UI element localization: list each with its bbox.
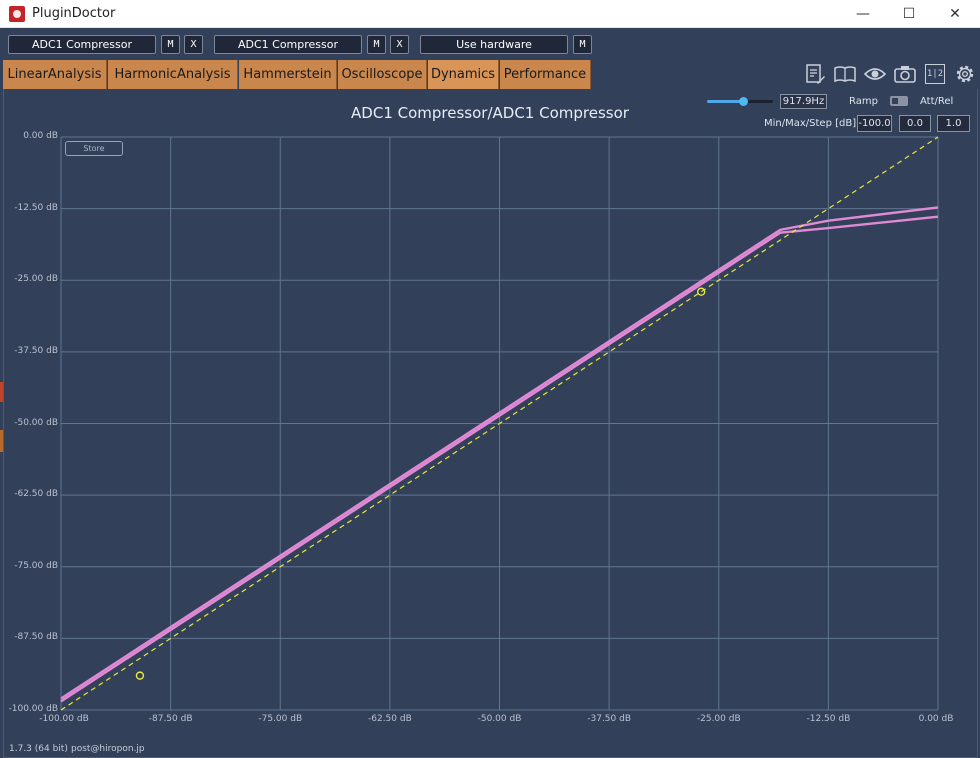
plugin-slot-2-select[interactable]: ADC1 Compressor: [214, 35, 362, 54]
step-input[interactable]: 1.0: [937, 115, 970, 132]
close-icon: ✕: [949, 6, 961, 22]
title-bar: PluginDoctor — ☐ ✕: [0, 0, 980, 28]
frequency-readout[interactable]: 917.9Hz: [780, 94, 827, 109]
hardware-slot-mute-button[interactable]: M: [573, 35, 592, 54]
background-window-edge: [0, 382, 3, 402]
frequency-slider-knob[interactable]: [739, 97, 749, 106]
tab-oscilloscope[interactable]: Oscilloscope: [338, 60, 427, 89]
x-tick-label: -12.50 dB: [806, 714, 851, 724]
minimize-button[interactable]: —: [840, 0, 886, 28]
plugin-slot-2-mute-button[interactable]: M: [367, 35, 386, 54]
frequency-slider-fill: [707, 100, 744, 103]
plugin-slot-2-remove-button[interactable]: X: [390, 35, 409, 54]
x-tick-label: -87.50 dB: [148, 714, 193, 724]
split-1-2-icon[interactable]: 1|2: [923, 62, 947, 86]
plugin-slot-1-mute-button[interactable]: M: [161, 35, 180, 54]
min-max-step-label: Min/Max/Step [dB]:: [764, 118, 860, 129]
dynamics-panel: [3, 89, 978, 758]
x-tick-label: -37.50 dB: [587, 714, 632, 724]
close-button[interactable]: ✕: [932, 0, 978, 28]
max-input[interactable]: 0.0: [899, 115, 931, 132]
eye-icon[interactable]: [863, 62, 887, 86]
tab-hammerstein[interactable]: Hammerstein: [239, 60, 337, 89]
gear-icon[interactable]: [953, 62, 977, 86]
x-tick-label: -25.00 dB: [696, 714, 741, 724]
chart-title: ADC1 Compressor/ADC1 Compressor: [351, 104, 629, 122]
minimize-icon: —: [856, 6, 870, 22]
store-button[interactable]: Store: [65, 141, 123, 156]
maximize-button[interactable]: ☐: [886, 0, 932, 28]
y-tick-label: -62.50 dB: [14, 489, 58, 500]
y-tick-label: 0.00 dB: [23, 131, 58, 141]
version-label: 1.7.3 (64 bit): [9, 744, 68, 754]
camera-icon[interactable]: [893, 62, 917, 86]
tab-linear-analysis[interactable]: LinearAnalysis: [3, 60, 107, 89]
tab-performance[interactable]: Performance: [500, 60, 591, 89]
y-tick-label: -37.50 dB: [14, 345, 58, 356]
y-tick-label: -25.00 dB: [14, 274, 58, 285]
y-tick-label: -12.50 dB: [14, 202, 58, 213]
background-window-edge-2: [0, 430, 3, 452]
att-rel-label: Att/Rel: [920, 96, 954, 107]
tab-dynamics[interactable]: Dynamics: [428, 60, 499, 89]
app-icon: [9, 6, 25, 22]
hardware-slot-select[interactable]: Use hardware: [420, 35, 568, 54]
x-tick-label: -50.00 dB: [477, 714, 522, 724]
email-label: post@hiropon.jp: [71, 744, 145, 754]
tab-harmonic-analysis[interactable]: HarmonicAnalysis: [108, 60, 238, 89]
y-tick-label: -87.50 dB: [14, 632, 58, 643]
window-title: PluginDoctor: [32, 6, 116, 21]
min-input[interactable]: -100.0: [857, 115, 892, 132]
notes-edit-icon[interactable]: [803, 62, 827, 86]
x-tick-label: -62.50 dB: [367, 714, 412, 724]
plugin-slot-1-remove-button[interactable]: X: [184, 35, 203, 54]
ramp-toggle[interactable]: [890, 96, 908, 106]
x-tick-label: -75.00 dB: [258, 714, 303, 724]
book-icon[interactable]: [833, 62, 857, 86]
ramp-label: Ramp: [849, 96, 878, 107]
y-tick-label: -100.00 dB: [8, 704, 59, 714]
x-tick-label: -100.00 dB: [39, 714, 89, 724]
maximize-icon: ☐: [902, 6, 916, 22]
plugin-slot-1-select[interactable]: ADC1 Compressor: [8, 35, 156, 54]
x-tick-label: 0.00 dB: [918, 714, 954, 724]
y-tick-label: -75.00 dB: [14, 560, 58, 571]
y-tick-label: -50.00 dB: [14, 417, 58, 428]
